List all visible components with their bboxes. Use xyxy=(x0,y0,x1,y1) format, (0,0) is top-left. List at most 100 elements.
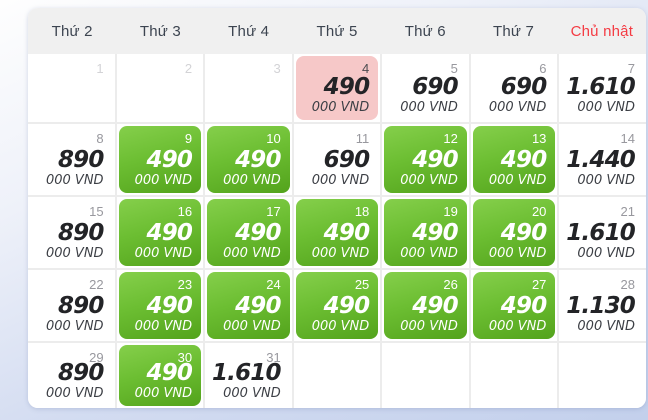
price-unit: 000 VND xyxy=(134,246,193,261)
price-unit: 000 VND xyxy=(488,173,547,188)
day-number: 31 xyxy=(266,350,281,365)
weekday-header-5: Thứ 6 xyxy=(404,22,446,40)
price-amount: 1.130 xyxy=(566,293,636,319)
price-unit: 000 VND xyxy=(311,100,370,115)
price: 690 000 VND xyxy=(400,76,458,115)
price-amount: 490 xyxy=(235,220,281,246)
price: 490 000 VND xyxy=(489,295,547,334)
day-cell-30[interactable]: 30 490 000 VND xyxy=(116,343,204,408)
price-unit: 000 VND xyxy=(311,246,370,261)
price: 490 000 VND xyxy=(223,149,281,188)
day-cell-surface: 16 490 000 VND xyxy=(118,199,202,266)
day-cell-2: 2 xyxy=(116,54,204,122)
price-unit: 000 VND xyxy=(134,173,193,188)
day-cell-12[interactable]: 12 490 000 VND xyxy=(382,124,469,195)
day-cell-surface: 26 490 000 VND xyxy=(384,272,467,339)
price-amount: 490 xyxy=(323,220,370,246)
day-cell-17[interactable]: 17 490 000 VND xyxy=(205,197,292,268)
day-cell-surface: 5 690 000 VND xyxy=(384,56,467,120)
blank-cell xyxy=(470,343,558,408)
day-cell-surface: 31 1.610 000 VND xyxy=(207,345,290,406)
day-number: 20 xyxy=(531,204,547,219)
price: 690 000 VND xyxy=(489,76,547,115)
day-cell-surface: 22 890 000 VND xyxy=(30,272,113,339)
day-cell-26[interactable]: 26 490 000 VND xyxy=(382,270,469,341)
price-unit: 000 VND xyxy=(45,246,104,261)
price-unit: 000 VND xyxy=(577,100,635,115)
day-cell-surface: 29 890 000 VND xyxy=(30,345,113,406)
price-amount: 890 xyxy=(57,360,104,386)
day-cell-surface: 25 490 000 VND xyxy=(295,272,379,339)
price-unit: 000 VND xyxy=(223,173,281,188)
day-cell-4[interactable]: 4 490 000 VND xyxy=(293,54,381,122)
day-number: 19 xyxy=(443,204,458,219)
day-number: 1 xyxy=(96,61,104,76)
day-cell-20[interactable]: 20 490 000 VND xyxy=(470,197,558,268)
blank-cell xyxy=(382,343,469,408)
price-amount: 490 xyxy=(412,220,458,246)
day-cell-7[interactable]: 7 1.610 000 VND xyxy=(559,54,646,122)
day-cell-surface: 14 1.440 000 VND xyxy=(561,126,644,193)
day-cell-6[interactable]: 6 690 000 VND xyxy=(470,54,558,122)
day-cell-16[interactable]: 16 490 000 VND xyxy=(116,197,204,268)
day-number: 16 xyxy=(177,204,193,219)
price-amount: 490 xyxy=(323,293,370,319)
day-cell-surface: 8 890 000 VND xyxy=(30,126,113,193)
day-cell-24[interactable]: 24 490 000 VND xyxy=(205,270,292,341)
weekday-header-2: Thứ 3 xyxy=(139,22,181,40)
blank-cell xyxy=(559,343,646,408)
price-amount: 490 xyxy=(146,293,193,319)
price-amount: 490 xyxy=(235,293,281,319)
day-cell-18[interactable]: 18 490 000 VND xyxy=(293,197,381,268)
day-cell-surface: 15 890 000 VND xyxy=(30,199,113,266)
day-cell-surface xyxy=(473,345,556,406)
price-unit: 000 VND xyxy=(134,386,193,401)
day-cell-8[interactable]: 8 890 000 VND xyxy=(28,124,115,195)
price-amount: 490 xyxy=(323,74,370,100)
day-number: 8 xyxy=(96,131,104,146)
day-cell-14[interactable]: 14 1.440 000 VND xyxy=(559,124,646,195)
day-cell-9[interactable]: 9 490 000 VND xyxy=(116,124,204,195)
day-cell-13[interactable]: 13 490 000 VND xyxy=(470,124,558,195)
day-number: 11 xyxy=(355,131,370,146)
day-cell-11[interactable]: 11 690 000 VND xyxy=(293,124,381,195)
day-cell-19[interactable]: 19 490 000 VND xyxy=(382,197,469,268)
price-amount: 1.610 xyxy=(566,74,636,100)
price: 1.610 000 VND xyxy=(211,360,282,401)
day-cell-surface: 4 490 000 VND xyxy=(295,56,379,120)
price: 490 000 VND xyxy=(134,360,193,401)
price: 690 000 VND xyxy=(312,149,370,188)
day-cell-surface: 19 490 000 VND xyxy=(384,199,467,266)
price: 890 000 VND xyxy=(45,222,104,261)
price: 490 000 VND xyxy=(489,222,547,261)
price-amount: 1.610 xyxy=(211,360,282,386)
day-cell-27[interactable]: 27 490 000 VND xyxy=(470,270,558,341)
price-unit: 000 VND xyxy=(311,319,370,334)
day-cell-surface: 9 490 000 VND xyxy=(118,126,202,193)
day-cell-25[interactable]: 25 490 000 VND xyxy=(293,270,381,341)
price-calendar: Thứ 2 Thứ 3 Thứ 4 Thứ 5 Thứ 6 Thứ 7 Chủ nhật 1… xyxy=(28,8,646,408)
day-cell-29[interactable]: 29 890 000 VND xyxy=(28,343,115,408)
day-cell-surface: 12 490 000 VND xyxy=(384,126,467,193)
day-cell-22[interactable]: 22 890 000 VND xyxy=(28,270,115,341)
day-cell-23[interactable]: 23 490 000 VND xyxy=(116,270,204,341)
price-amount: 490 xyxy=(146,360,193,386)
day-cell-31[interactable]: 31 1.610 000 VND xyxy=(205,343,292,408)
day-cell-5[interactable]: 5 690 000 VND xyxy=(382,54,469,122)
day-number: 25 xyxy=(354,277,370,292)
day-cell-10[interactable]: 10 490 000 VND xyxy=(205,124,292,195)
price: 490 000 VND xyxy=(311,220,370,261)
price-unit: 000 VND xyxy=(400,319,458,334)
day-number: 22 xyxy=(89,277,104,292)
day-cell-28[interactable]: 28 1.130 000 VND xyxy=(559,270,646,341)
price-unit: 000 VND xyxy=(577,319,635,334)
day-number: 4 xyxy=(362,61,370,76)
day-cell-surface: 28 1.130 000 VND xyxy=(561,272,644,339)
day-cell-21[interactable]: 21 1.610 000 VND xyxy=(559,197,646,268)
day-cell-surface: 6 690 000 VND xyxy=(473,56,556,120)
price-unit: 000 VND xyxy=(45,173,104,188)
price: 490 000 VND xyxy=(311,293,370,334)
price: 890 000 VND xyxy=(45,149,104,188)
day-cell-15[interactable]: 15 890 000 VND xyxy=(28,197,115,268)
blank-cell xyxy=(293,343,381,408)
